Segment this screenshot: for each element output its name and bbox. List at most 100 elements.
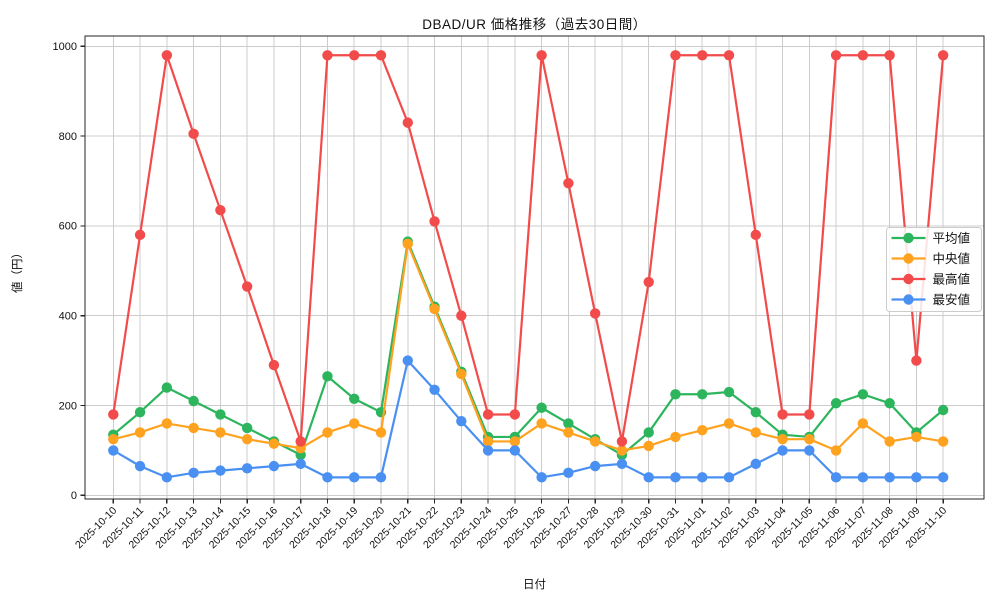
series-marker-min bbox=[616, 458, 628, 470]
series-marker-min bbox=[750, 458, 761, 470]
series-marker-median bbox=[750, 427, 761, 438]
series-marker-min bbox=[723, 472, 735, 483]
series-marker-min bbox=[349, 472, 360, 483]
series-marker-average bbox=[697, 389, 708, 400]
series-marker-median bbox=[884, 436, 895, 447]
series-marker-max bbox=[295, 436, 306, 447]
series-marker-min bbox=[268, 460, 280, 472]
series-marker-min bbox=[697, 472, 708, 483]
series-marker-min bbox=[884, 472, 895, 483]
series-marker-min bbox=[108, 445, 119, 456]
series-marker-average bbox=[215, 409, 226, 420]
series-marker-max bbox=[589, 308, 601, 319]
series-marker-median bbox=[911, 431, 922, 443]
series-marker-max bbox=[188, 128, 199, 140]
series-marker-median bbox=[429, 303, 440, 315]
plot-frame bbox=[84, 35, 985, 500]
series-marker-median bbox=[375, 427, 387, 438]
series-marker-max bbox=[402, 117, 413, 128]
series-marker-average bbox=[670, 389, 681, 400]
series-marker-max bbox=[911, 355, 922, 366]
series-marker-min bbox=[777, 445, 788, 456]
series-marker-min bbox=[134, 460, 146, 472]
series-marker-min bbox=[857, 472, 869, 483]
series-marker-median bbox=[857, 418, 869, 429]
series-line-max bbox=[112, 54, 945, 443]
y-tick-label: 1000 bbox=[53, 41, 77, 53]
series-marker-max bbox=[482, 409, 494, 420]
legend-label-min: 最安値 bbox=[933, 292, 971, 307]
y-tick-label: 600 bbox=[59, 221, 77, 233]
series-marker-min bbox=[375, 472, 387, 483]
series-marker-min bbox=[670, 472, 681, 483]
series-marker-max bbox=[723, 50, 735, 61]
series-marker-max bbox=[108, 409, 119, 420]
series-marker-average bbox=[643, 427, 654, 438]
series-marker-max bbox=[509, 409, 521, 420]
series-marker-average bbox=[857, 389, 869, 400]
legend-label-median: 中央値 bbox=[933, 251, 971, 266]
series-marker-median bbox=[241, 433, 253, 445]
legend-marker-median bbox=[903, 253, 914, 264]
series-marker-min bbox=[429, 384, 440, 395]
series-marker-median bbox=[349, 418, 360, 429]
series-marker-min bbox=[161, 472, 173, 483]
series-marker-max bbox=[884, 50, 895, 61]
series-marker-min bbox=[509, 445, 521, 456]
y-tick-label: 400 bbox=[59, 311, 77, 323]
series-marker-max bbox=[456, 310, 467, 321]
series-marker-average bbox=[937, 404, 949, 416]
legend-marker-min bbox=[903, 294, 914, 305]
series-marker-min bbox=[536, 472, 547, 483]
y-axis-label: 値（円） bbox=[12, 247, 24, 293]
series-marker-max bbox=[937, 50, 949, 61]
y-tick-label: 0 bbox=[71, 490, 77, 502]
series-marker-average bbox=[322, 371, 333, 382]
series-marker-min bbox=[188, 467, 199, 479]
series-marker-median bbox=[804, 433, 815, 445]
series-line-average bbox=[112, 240, 945, 456]
series-marker-average bbox=[750, 407, 761, 418]
series-marker-average bbox=[563, 418, 574, 429]
chart-title: DBAD/UR 価格推移（過去30日間） bbox=[422, 17, 647, 32]
legend-marker-average bbox=[903, 232, 914, 244]
series-marker-median bbox=[937, 436, 949, 447]
series-marker-average bbox=[536, 402, 547, 413]
series-marker-median bbox=[509, 436, 521, 447]
series-marker-min bbox=[456, 416, 467, 427]
series-marker-median bbox=[322, 427, 333, 438]
series-marker-median bbox=[777, 433, 788, 445]
series-line-min bbox=[112, 359, 945, 479]
series-marker-median bbox=[670, 431, 681, 443]
y-tick-label: 200 bbox=[59, 400, 77, 412]
series-marker-min bbox=[589, 460, 601, 472]
series-marker-max bbox=[777, 409, 788, 420]
series-marker-max bbox=[134, 229, 146, 241]
legend-marker-max bbox=[903, 273, 914, 285]
series-marker-median bbox=[563, 427, 574, 438]
series-marker-max bbox=[268, 359, 280, 371]
series-marker-max bbox=[161, 50, 173, 61]
series-marker-min bbox=[322, 472, 333, 483]
series-marker-max bbox=[375, 50, 387, 61]
series-marker-max bbox=[643, 276, 654, 288]
series-marker-min bbox=[563, 467, 574, 479]
series-marker-max bbox=[804, 409, 815, 420]
series-marker-median bbox=[108, 433, 119, 445]
series-marker-median bbox=[188, 422, 199, 434]
series-marker-min bbox=[482, 445, 494, 456]
series-marker-min bbox=[911, 472, 922, 483]
series-marker-max bbox=[616, 436, 628, 447]
series-marker-max bbox=[857, 50, 869, 61]
series-marker-median bbox=[616, 445, 628, 456]
series-marker-max bbox=[322, 50, 333, 61]
series-marker-median bbox=[723, 418, 735, 429]
series-marker-max bbox=[830, 50, 842, 61]
series-marker-median bbox=[268, 438, 280, 449]
series-marker-median bbox=[482, 436, 494, 447]
x-axis-label: 日付 bbox=[523, 579, 546, 591]
series-marker-min bbox=[241, 463, 253, 474]
series-marker-median bbox=[589, 436, 601, 447]
series-marker-median bbox=[697, 424, 708, 436]
series-marker-average bbox=[188, 395, 199, 407]
